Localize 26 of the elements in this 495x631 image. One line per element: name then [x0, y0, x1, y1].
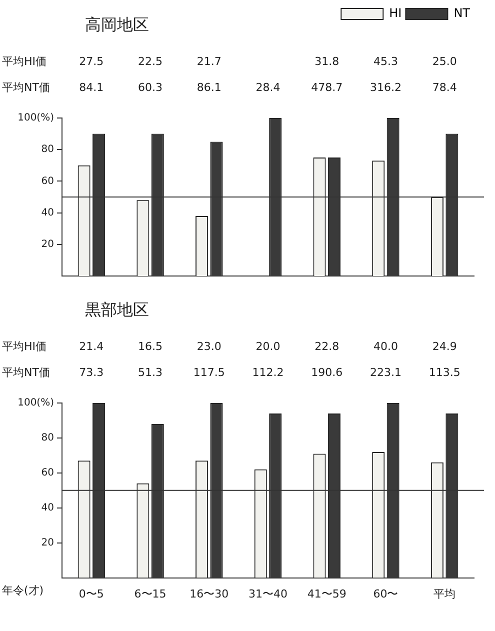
y-tick-label: 40 — [41, 207, 54, 218]
y-tick-label: 60 — [41, 176, 54, 187]
x-tick-label: 平均 — [434, 587, 456, 600]
y-tick-label: 20 — [41, 537, 54, 548]
legend-label: NT — [454, 6, 471, 20]
y-tick-label: 20 — [41, 238, 54, 250]
text: 平均NT価 84.1 60.3 86.1 28.4 478.7 316.2 78.4 — [2, 80, 457, 94]
y-tick-label: 40 — [41, 502, 54, 514]
y-tick-label: 100(%) — [18, 398, 54, 409]
y-tick-label: 80 — [41, 432, 54, 444]
x-tick-label: 16〜30 — [190, 587, 229, 600]
chart-title: 黒部地区 — [85, 300, 149, 320]
x-tick-label: 41〜59 — [307, 587, 346, 600]
y-tick-label: 60 — [41, 468, 54, 479]
text: 平均NT価 73.3 51.3 117.5 112.2 190.6 223.1 113.5 — [2, 366, 460, 379]
y-tick-label: 100(%) — [18, 112, 54, 124]
y-tick-label: 80 — [41, 144, 54, 156]
x-tick-label: 60〜 — [373, 587, 398, 600]
x-axis-title: 年令(才) — [2, 584, 44, 598]
x-tick-label: 31〜40 — [248, 587, 288, 600]
x-tick-label: 6〜15 — [134, 587, 166, 600]
chart-title: 高岡地区 — [85, 15, 149, 34]
legend-label: HI — [389, 6, 402, 20]
text: 平均HI価 27.5 22.5 21.7 31.8 45.3 25.0 — [2, 54, 457, 68]
x-tick-label: 0〜5 — [78, 587, 104, 600]
text: 平均HI価 21.4 16.5 23.0 20.0 22.8 40.0 24.9 — [2, 340, 457, 353]
